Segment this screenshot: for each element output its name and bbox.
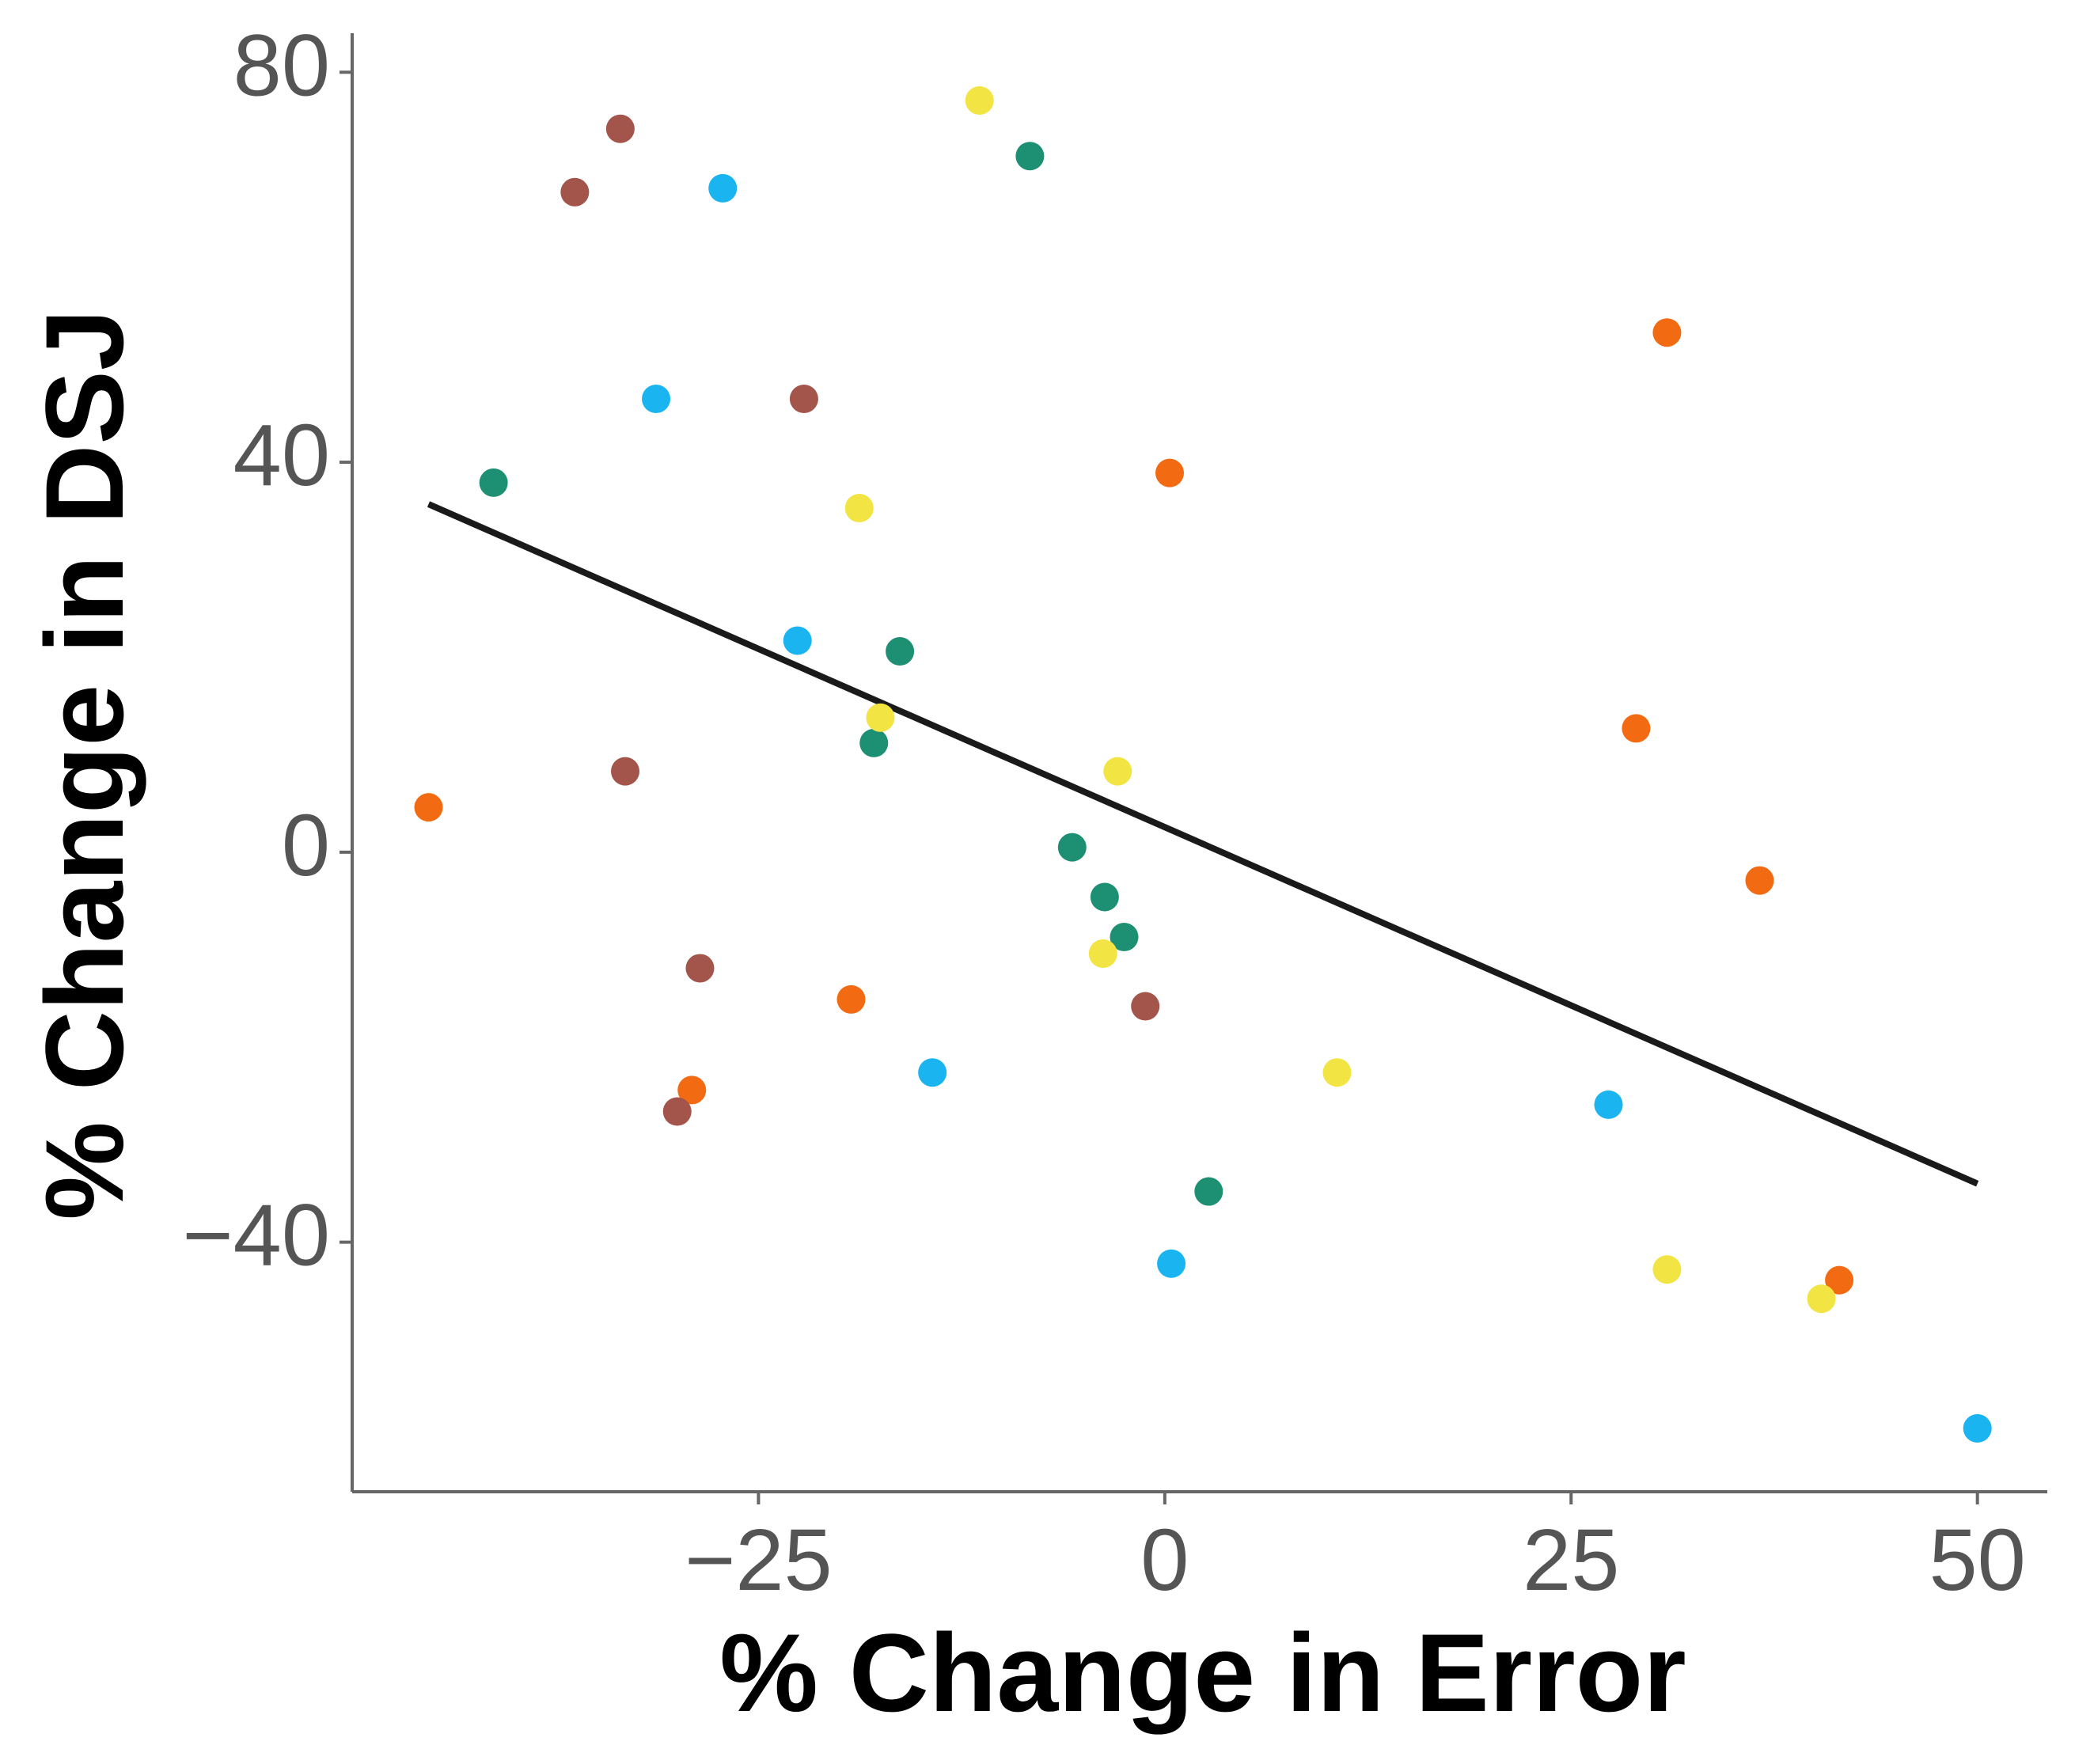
point (605, 114, 635, 143)
point (611, 757, 640, 786)
point (1090, 882, 1119, 912)
point (1110, 923, 1139, 952)
x-tick-label: −25 (685, 1512, 833, 1609)
point (662, 1097, 692, 1126)
point (1194, 1177, 1223, 1206)
point (1157, 1249, 1186, 1278)
point (1057, 833, 1087, 862)
point (866, 703, 895, 732)
point (1594, 1090, 1623, 1119)
point (1807, 1284, 1836, 1314)
point (642, 384, 671, 413)
point (918, 1058, 947, 1087)
y-tick-label: −40 (182, 1187, 330, 1284)
y-tick-label: 40 (233, 407, 330, 504)
y-tick-label: 80 (233, 17, 330, 114)
point (685, 954, 715, 983)
point (783, 626, 812, 655)
point (965, 86, 994, 116)
point (1622, 714, 1651, 743)
point (859, 728, 889, 757)
point (1652, 318, 1682, 347)
trend-line (427, 501, 1979, 1187)
point (677, 1075, 707, 1105)
point (1652, 1255, 1682, 1284)
point (1745, 866, 1774, 895)
x-axis-title: % Change in Error (719, 1610, 1686, 1735)
point (1825, 1265, 1854, 1295)
point (789, 384, 818, 413)
point (844, 493, 874, 522)
point (1131, 992, 1160, 1021)
point (1322, 1058, 1352, 1087)
x-tick-label: 0 (1140, 1512, 1189, 1609)
point (1015, 142, 1045, 171)
x-tick-label: 25 (1523, 1512, 1619, 1609)
point (414, 793, 443, 822)
y-axis-title: % Change in DSJ (22, 309, 146, 1220)
point (708, 173, 738, 203)
point (479, 468, 508, 497)
point (886, 637, 915, 666)
point (1088, 939, 1117, 968)
x-tick-label: 50 (1929, 1512, 2026, 1609)
point (1103, 757, 1132, 786)
point (836, 984, 866, 1014)
y-tick-label: 0 (282, 797, 330, 894)
point (560, 177, 590, 207)
point (1963, 1413, 1992, 1443)
point (1155, 458, 1185, 487)
